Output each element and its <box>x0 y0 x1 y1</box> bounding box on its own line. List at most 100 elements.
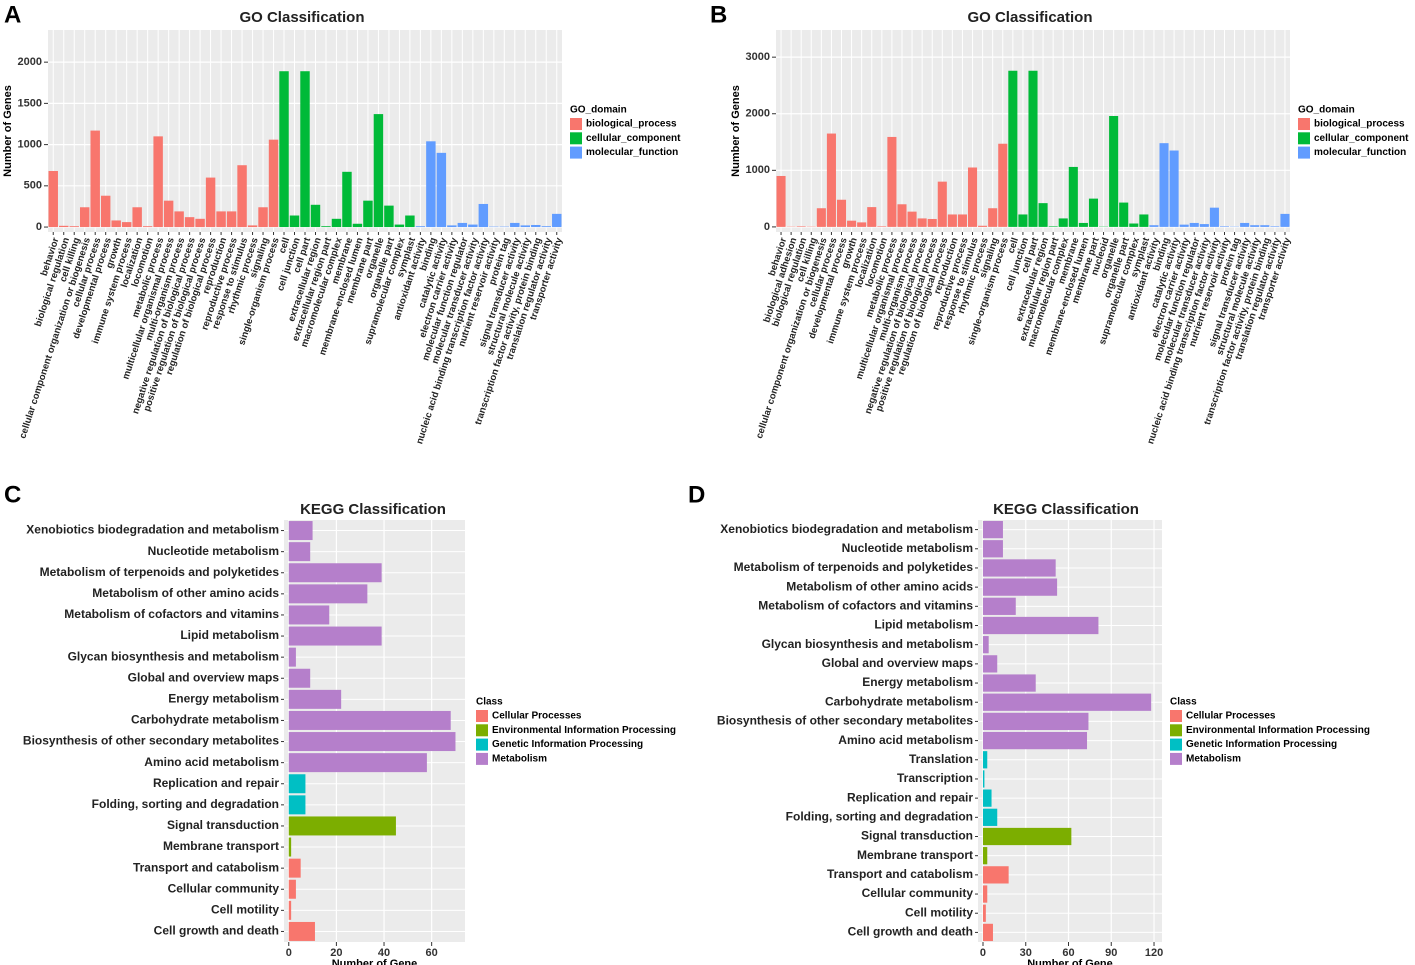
bar <box>373 114 384 228</box>
x-tick-label: 120 <box>1145 947 1163 959</box>
y-tick-label: Transport and catabolism <box>827 867 973 881</box>
bar <box>857 222 867 227</box>
bar <box>947 214 957 227</box>
legend-swatch <box>476 724 488 737</box>
y-tick-label: Transcription <box>897 771 973 785</box>
bar <box>288 858 301 878</box>
legend-label: biological_process <box>586 119 677 130</box>
bar <box>1028 70 1038 227</box>
bar <box>342 171 352 228</box>
bar <box>1129 223 1139 227</box>
y-tick-label: Global and overview maps <box>128 670 280 684</box>
legend-swatch <box>1298 132 1310 145</box>
bar <box>1038 203 1048 227</box>
bar <box>48 170 58 228</box>
chart-title: GO Classification <box>967 9 1092 26</box>
bar <box>988 208 998 227</box>
bar <box>268 139 279 228</box>
bar <box>289 215 300 228</box>
legend-label: Cellular Processes <box>492 711 582 722</box>
bar <box>90 130 100 228</box>
bar <box>288 710 451 730</box>
bar <box>405 215 415 228</box>
legend-label: Genetic Information Processing <box>492 739 643 750</box>
y-tick-label: Signal transduction <box>861 829 973 843</box>
bar <box>184 217 195 228</box>
bar <box>982 674 1036 692</box>
y-tick-label: Xenobiotics biodegradation and metabolis… <box>720 522 973 536</box>
legend-label: molecular_function <box>1314 147 1406 158</box>
bar <box>982 540 1003 558</box>
bar <box>1280 213 1290 227</box>
bar <box>1199 224 1209 227</box>
x-axis-label: Number of Gene <box>1027 958 1113 965</box>
x-tick-label: cell <box>1006 236 1021 254</box>
y-tick-label: Cellular community <box>862 886 974 900</box>
bar <box>226 211 237 228</box>
y-tick-label: 1000 <box>18 139 42 151</box>
legend-label: Genetic Information Processing <box>1186 739 1337 750</box>
chart-title: GO Classification <box>239 9 364 26</box>
bar <box>1119 202 1129 227</box>
bar <box>847 220 857 227</box>
x-tick-label: 30 <box>1020 947 1032 959</box>
bar <box>982 655 998 673</box>
bar <box>288 921 315 941</box>
legend-swatch <box>1170 738 1182 751</box>
y-tick-label: Folding, sorting and degradation <box>92 797 279 811</box>
bar <box>982 847 988 865</box>
bar <box>982 597 1016 615</box>
bar <box>541 226 551 228</box>
bar <box>121 222 132 228</box>
bar <box>978 225 988 227</box>
bar <box>288 879 296 899</box>
y-tick-label: Lipid metabolism <box>180 628 279 642</box>
y-tick-label: Metabolism of terpenoids and polyketides <box>734 560 974 574</box>
bar <box>1048 226 1058 227</box>
bar <box>279 71 289 228</box>
bar <box>447 225 457 228</box>
y-tick-label: Energy metabolism <box>168 692 279 706</box>
bar <box>457 222 468 228</box>
legend-label: biological_process <box>1314 119 1405 130</box>
bar <box>982 885 988 903</box>
y-tick-label: 3000 <box>746 51 770 63</box>
bar <box>363 200 373 228</box>
bar <box>967 167 978 227</box>
y-tick-label: 2000 <box>746 108 770 120</box>
bar <box>1159 143 1169 227</box>
bar <box>867 207 877 227</box>
panel-letter: C <box>4 481 21 508</box>
bar <box>1068 166 1078 227</box>
bar <box>1139 214 1149 227</box>
bar <box>982 808 998 826</box>
y-tick-label: Membrane transport <box>163 839 279 853</box>
bar <box>982 923 993 942</box>
chart-title: KEGG Classification <box>300 501 446 518</box>
legend-title: Class <box>476 697 503 708</box>
legend-swatch <box>1170 710 1182 722</box>
legend-label: Environmental Information Processing <box>492 725 676 736</box>
bar <box>982 636 989 654</box>
legend-swatch <box>1298 146 1310 159</box>
bar <box>982 789 992 807</box>
bar <box>1109 116 1119 227</box>
bar <box>998 143 1008 227</box>
bar <box>310 204 321 228</box>
bar <box>1078 222 1088 227</box>
x-tick-label: 20 <box>330 947 342 959</box>
y-tick-label: Xenobiotics biodegradation and metabolis… <box>26 523 279 537</box>
bar <box>153 136 163 228</box>
bar <box>69 226 79 228</box>
y-tick-label: Signal transduction <box>167 818 279 832</box>
y-tick-label: Global and overview maps <box>822 656 974 670</box>
bar <box>468 224 478 228</box>
legend-swatch <box>476 752 488 765</box>
y-tick-label: Carbohydrate metabolism <box>131 713 279 727</box>
y-tick-label: Metabolism of cofactors and vitamins <box>758 598 973 612</box>
bar <box>552 213 562 228</box>
y-tick-label: Translation <box>909 752 973 766</box>
y-tick-label: Metabolism of other amino acids <box>92 586 279 600</box>
